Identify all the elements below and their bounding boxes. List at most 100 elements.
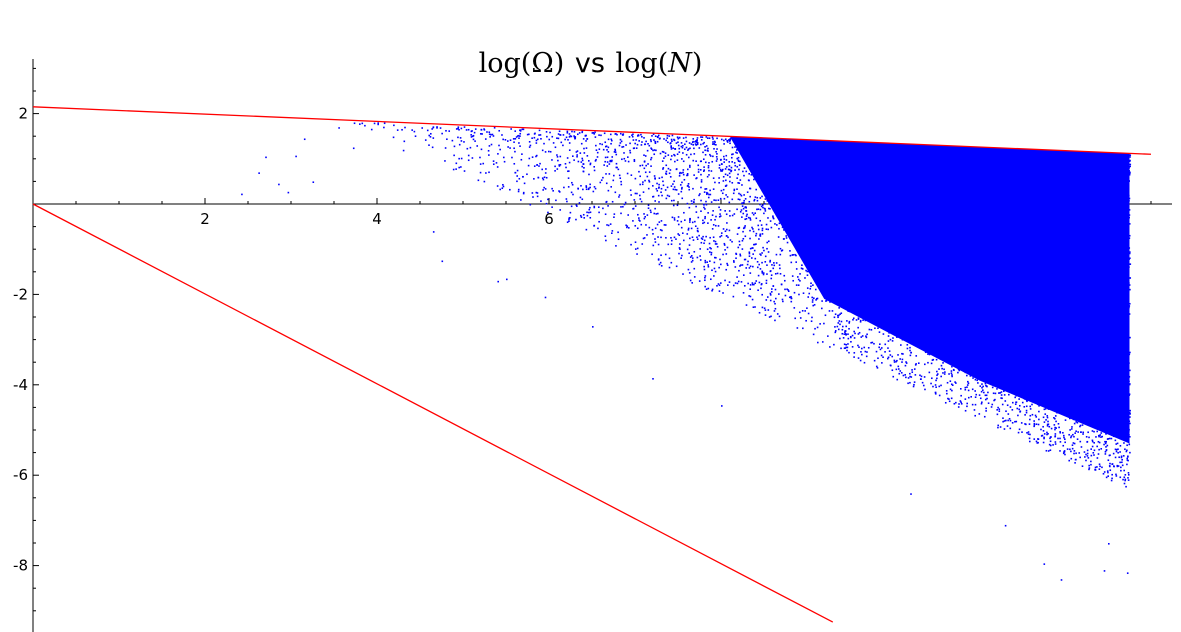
scatter-point [473, 131, 476, 134]
scatter-point [463, 141, 465, 143]
scatter-point [766, 273, 768, 275]
scatter-point [502, 156, 505, 159]
scatter-point [556, 156, 559, 158]
scatter-point [858, 346, 860, 348]
scatter-point [1119, 476, 1122, 479]
scatter-point [544, 172, 547, 174]
scatter-point [589, 206, 591, 209]
scatter-point [1048, 425, 1051, 428]
scatter-point [1129, 435, 1131, 438]
scatter-point [707, 264, 709, 266]
scatter-point [711, 143, 714, 145]
scatter-point [598, 220, 600, 223]
scatter-point [1047, 450, 1050, 452]
scatter-point [1003, 394, 1006, 396]
scatter-point [549, 131, 551, 134]
scatter-point [678, 147, 681, 150]
scatter-point [1020, 422, 1023, 424]
scatter-point [666, 137, 669, 139]
scatter-point [887, 347, 889, 349]
scatter-point [725, 213, 728, 216]
scatter-point [757, 274, 760, 277]
scatter-point [943, 368, 945, 371]
scatter-point [457, 136, 459, 139]
scatter-point [638, 140, 640, 142]
scatter-point [735, 257, 737, 260]
scatter-point [931, 377, 933, 380]
scatter-point [703, 191, 706, 193]
scatter-point [1129, 288, 1131, 291]
scatter-point [865, 355, 868, 358]
scatter-point [611, 200, 614, 203]
scatter-point [589, 163, 592, 166]
scatter-point [1123, 482, 1126, 485]
scatter-point [848, 327, 850, 330]
scatter-point [960, 394, 962, 397]
scatter-point [891, 340, 894, 342]
scatter-point [745, 304, 748, 306]
scatter-point [674, 160, 676, 163]
scatter-point [431, 146, 434, 149]
scatter-point [1075, 421, 1078, 423]
scatter-point [516, 169, 519, 172]
scatter-point [734, 282, 737, 284]
scatter-point [1006, 404, 1009, 407]
scatter-point [786, 241, 789, 244]
scatter-point [1117, 451, 1119, 454]
scatter-point [951, 375, 953, 378]
scatter-point [517, 188, 520, 191]
scatter-point [679, 184, 682, 186]
scatter-point [754, 282, 756, 285]
scatter-point [573, 135, 575, 137]
scatter-point [936, 374, 938, 377]
scatter-point [718, 290, 721, 292]
scatter-point [528, 133, 530, 136]
scatter-point [729, 142, 731, 145]
scatter-point [669, 176, 672, 178]
scatter-point [841, 332, 844, 335]
scatter-point [629, 149, 631, 152]
scatter-point [1128, 160, 1131, 163]
scatter-point [710, 251, 713, 254]
scatter-point [470, 136, 473, 138]
scatter-point [546, 135, 548, 138]
scatter-point [683, 211, 685, 214]
scatter-point [1059, 441, 1062, 443]
scatter-point [421, 127, 424, 129]
scatter-point [571, 183, 574, 186]
scatter-point [719, 213, 721, 215]
scatter-point [880, 354, 883, 357]
scatter-point [1038, 418, 1040, 421]
scatter-point [581, 165, 584, 168]
scatter-point [689, 166, 691, 168]
scatter-point [1031, 413, 1034, 416]
scatter-point [633, 147, 636, 149]
scatter-point [706, 191, 708, 194]
scatter-point [1064, 419, 1067, 421]
scatter-point [618, 174, 621, 177]
scatter-point [1114, 456, 1117, 459]
scatter-point [1042, 430, 1045, 432]
scatter-point [609, 133, 612, 136]
scatter-point [1129, 451, 1131, 454]
scatter-point [708, 174, 710, 176]
scatter-point [680, 145, 683, 148]
scatter-point [704, 275, 707, 277]
scatter-point [730, 169, 733, 172]
scatter-point [774, 288, 777, 291]
scatter-point [714, 243, 717, 245]
scatter-point [733, 189, 736, 192]
scatter-point [774, 273, 777, 275]
scatter-point [1120, 466, 1122, 469]
scatter-point [1029, 405, 1032, 408]
scatter-point [955, 382, 957, 384]
scatter-point [764, 208, 766, 210]
scatter-point [728, 172, 731, 175]
scatter-point [893, 359, 896, 362]
scatter-point [715, 199, 717, 202]
scatter-point [688, 188, 691, 191]
scatter-point [677, 233, 679, 235]
scatter-point [520, 158, 523, 161]
scatter-point [993, 399, 995, 402]
scatter-point [771, 264, 773, 266]
